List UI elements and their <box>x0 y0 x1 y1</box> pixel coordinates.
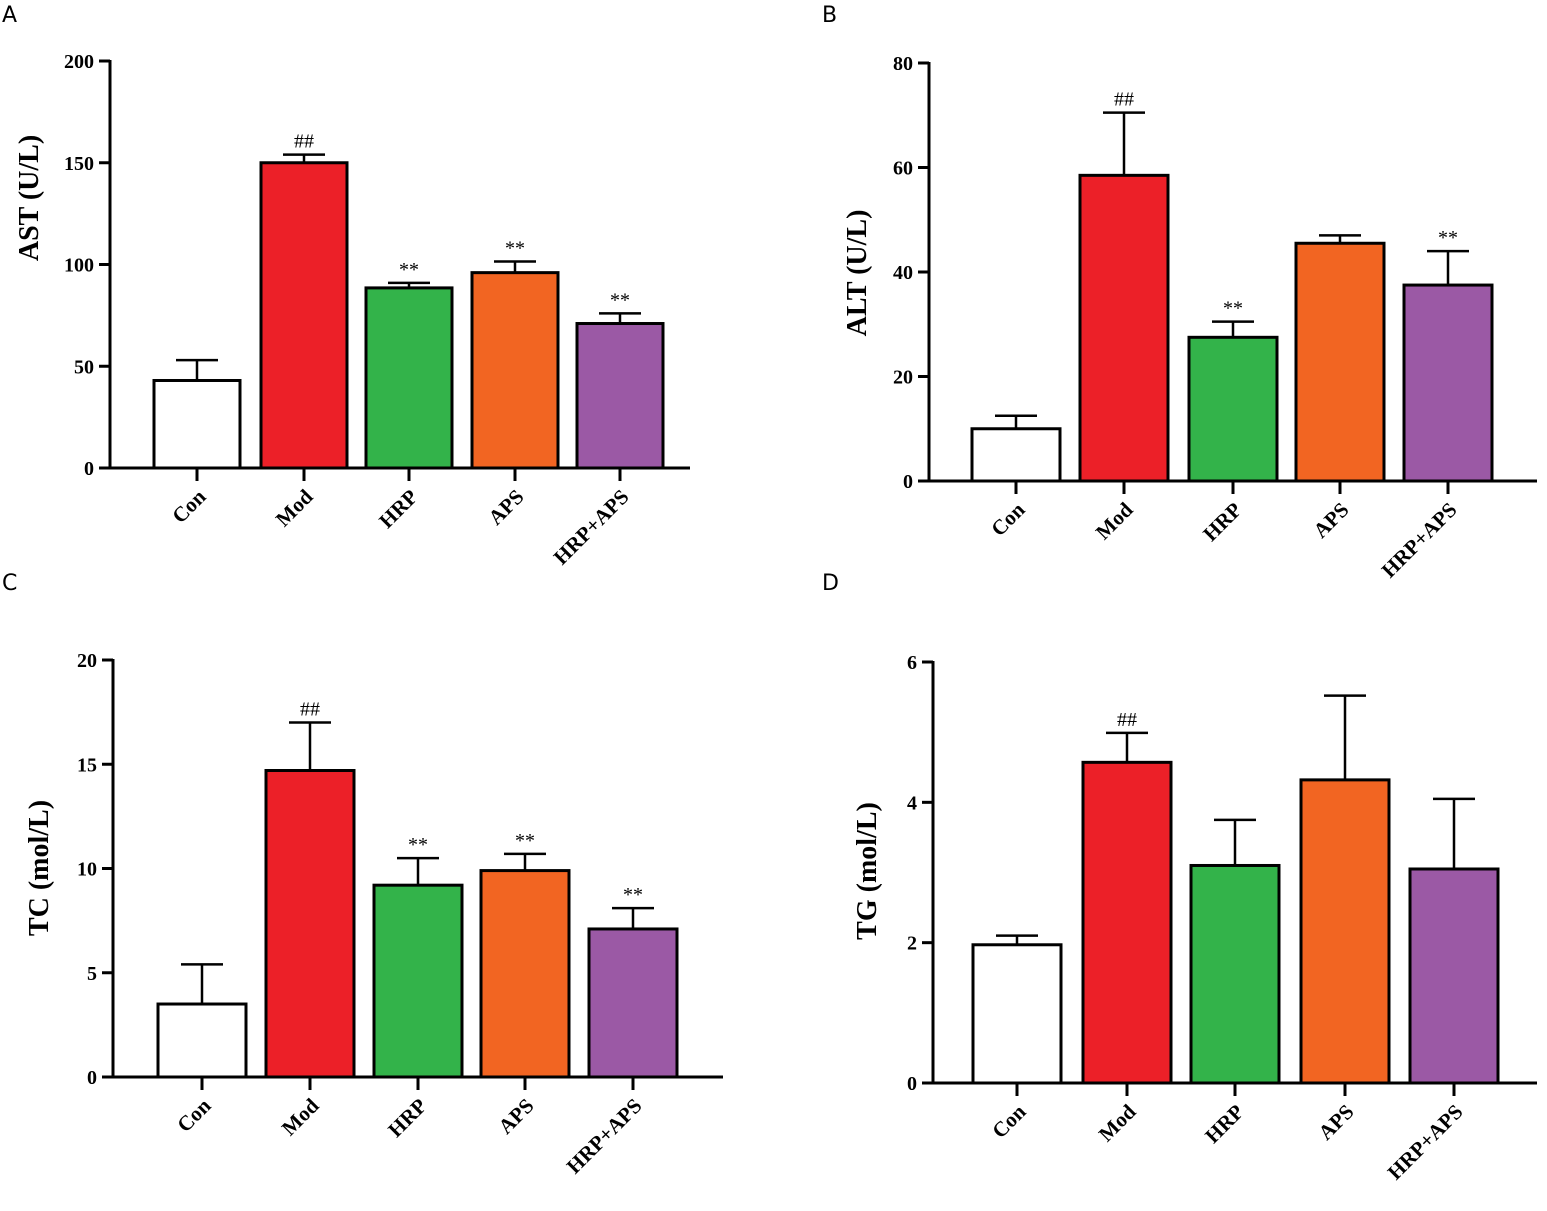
panel-c-x-tick-label-4: HRP+APS <box>562 1094 647 1179</box>
panel-d-bar-1 <box>1081 760 1173 1085</box>
panel-b-y-tick-label-3: 60 <box>893 158 913 180</box>
panel-c-significance-3: ** <box>515 830 535 852</box>
panel-b-y-tick-label-4: 80 <box>893 53 913 75</box>
panel-a-significance-4: ** <box>610 289 630 311</box>
panel-a-y-axis-title: AST (U/L) <box>14 135 45 261</box>
panel-d-x-tick-label-2: HRP <box>1200 1099 1248 1147</box>
panel-c-x-tick-label-1: Mod <box>277 1093 324 1140</box>
panel-c-significance-2: ** <box>408 834 428 856</box>
panel-b-significance-1: ## <box>1114 89 1134 111</box>
panel-d-bar-2 <box>1189 863 1281 1085</box>
panel-c-bar-0 <box>156 1002 248 1079</box>
panel-d-x-tick-label-3: APS <box>1314 1100 1359 1145</box>
panel-c-bar-2 <box>372 883 464 1079</box>
panel-a-x-tick-label-3: APS <box>484 485 529 530</box>
panel-a-plot: ## ** ** ** 0 50 100 150 200 Con Mod HRP APS HRP+APS <box>64 51 690 569</box>
panel-a-bar-0 <box>152 378 242 470</box>
panel-b-x-tick-label-0: Con <box>986 497 1030 541</box>
panel-d-letter: D <box>822 571 839 596</box>
panel-a-x-tick-label-0: Con <box>167 484 211 528</box>
panel-c-y-tick-label-0: 0 <box>87 1067 97 1089</box>
panel-b-y-axis-title: ALT (U/L) <box>842 210 873 337</box>
panel-b: B ALT (U/L) ## ** ** 0 20 40 60 80 Con Mod HRP APS H… <box>822 3 1537 582</box>
panel-a-letter: A <box>2 3 17 28</box>
panel-c-significance-4: ** <box>623 884 643 906</box>
panel-d-x-tick-label-1: Mod <box>1094 1099 1141 1146</box>
panel-b-y-tick-label-2: 40 <box>893 262 913 284</box>
panel-a: A AST (U/L) ## ** ** ** 0 50 100 150 200 Con Mod HR… <box>2 3 690 569</box>
panel-c-bar-3 <box>479 869 571 1079</box>
panel-a-bar-3 <box>470 271 560 470</box>
panel-a-y-tick-label-0: 0 <box>84 458 94 480</box>
panel-a-x-tick-label-4: HRP+APS <box>549 485 634 570</box>
panel-d: D TG (mol/L) ## 0 2 4 6 Con Mod HRP APS HRP+APS <box>822 571 1537 1184</box>
panel-c-letter: C <box>2 571 17 596</box>
panel-d-y-tick-label-3: 6 <box>907 652 917 674</box>
panel-c-bar-1 <box>264 769 356 1079</box>
panel-d-y-tick-label-0: 0 <box>907 1073 917 1095</box>
panel-c-significance-1: ## <box>300 699 320 721</box>
panel-c-y-tick-label-1: 5 <box>87 963 97 985</box>
panel-d-bar-0 <box>971 943 1063 1085</box>
panel-c-x-tick-label-0: Con <box>172 1093 216 1137</box>
panel-c: C TC (mol/L) ## ** ** ** 0 5 10 15 20 Con Mod HRP AP… <box>2 571 723 1178</box>
panel-d-bar-4 <box>1408 867 1500 1085</box>
panel-b-bar-1 <box>1078 173 1170 483</box>
panel-d-y-axis-title: TG (mol/L) <box>852 802 883 940</box>
panel-b-x-tick-label-3: APS <box>1309 498 1354 543</box>
panel-d-x-tick-label-0: Con <box>987 1099 1031 1143</box>
panel-d-y-tick-label-1: 2 <box>907 933 917 955</box>
panel-c-y-axis-title: TC (mol/L) <box>24 800 55 936</box>
panel-d-significance-1: ## <box>1117 709 1137 731</box>
panel-b-bar-3 <box>1294 241 1386 483</box>
panel-b-x-tick-label-4: HRP+APS <box>1377 498 1462 583</box>
panel-a-y-tick-label-3: 150 <box>64 153 94 175</box>
panel-c-y-tick-label-3: 15 <box>77 754 97 776</box>
panel-b-significance-2: ** <box>1223 298 1243 320</box>
panel-b-y-tick-label-0: 0 <box>903 471 913 493</box>
panel-b-x-tick-label-1: Mod <box>1091 497 1138 544</box>
panel-a-significance-1: ## <box>294 131 314 153</box>
panel-a-x-tick-label-2: HRP <box>374 484 422 532</box>
panel-a-x-tick-label-1: Mod <box>271 484 318 531</box>
panel-c-bar-4 <box>587 927 679 1079</box>
panel-c-plot: ## ** ** ** 0 5 10 15 20 Con Mod HRP APS HRP+APS <box>77 650 723 1178</box>
panel-c-x-tick-label-2: HRP <box>383 1093 431 1141</box>
panel-b-bar-4 <box>1402 283 1494 483</box>
panel-b-x-tick-label-2: HRP <box>1198 497 1246 545</box>
panel-b-significance-4: ** <box>1438 227 1458 249</box>
panel-a-y-tick-label-4: 200 <box>64 51 94 73</box>
panel-c-y-tick-label-2: 10 <box>77 859 97 881</box>
panel-b-bar-2 <box>1187 335 1279 483</box>
panel-b-y-tick-label-1: 20 <box>893 367 913 389</box>
panel-a-bar-4 <box>575 322 665 470</box>
panel-d-plot: ## 0 2 4 6 Con Mod HRP APS HRP+APS <box>907 652 1537 1184</box>
panel-a-y-tick-label-2: 100 <box>64 255 94 277</box>
panel-b-plot: ## ** ** 0 20 40 60 80 Con Mod HRP APS HRP+APS <box>893 53 1537 582</box>
panel-b-letter: B <box>822 3 837 28</box>
panel-c-y-tick-label-4: 20 <box>77 650 97 672</box>
panel-a-bar-1 <box>259 161 349 470</box>
panel-d-x-tick-label-4: HRP+APS <box>1383 1100 1468 1185</box>
panel-a-y-tick-label-1: 50 <box>74 356 94 378</box>
panel-b-bar-0 <box>970 427 1062 483</box>
panel-d-bar-3 <box>1299 778 1391 1085</box>
panel-a-significance-2: ** <box>399 259 419 281</box>
panel-a-bar-2 <box>364 286 454 470</box>
panel-d-y-tick-label-2: 4 <box>907 792 917 814</box>
panel-c-x-tick-label-3: APS <box>494 1094 539 1139</box>
panel-a-significance-3: ** <box>505 237 525 259</box>
